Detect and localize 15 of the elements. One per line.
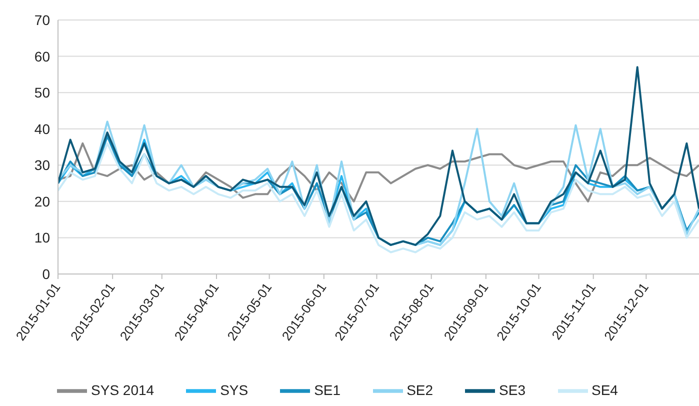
legend-label: SE2	[406, 382, 434, 398]
legend-label: SYS	[220, 382, 248, 398]
y-tick-label: 70	[34, 12, 50, 28]
legend-label: SE4	[592, 382, 618, 398]
y-tick-label: 10	[34, 230, 50, 246]
y-tick-label: 60	[34, 48, 50, 64]
y-tick-label: 20	[34, 193, 50, 210]
legend-label: SYS 2014	[91, 382, 154, 398]
y-tick-label: 30	[34, 157, 50, 174]
line-series	[58, 66, 699, 246]
legend-label: SE1	[314, 382, 341, 398]
y-tick-label: 0	[42, 266, 50, 282]
y-tick-label: 40	[34, 120, 50, 137]
legend-label: SE3	[499, 382, 526, 398]
y-tick-label: 50	[34, 84, 50, 101]
